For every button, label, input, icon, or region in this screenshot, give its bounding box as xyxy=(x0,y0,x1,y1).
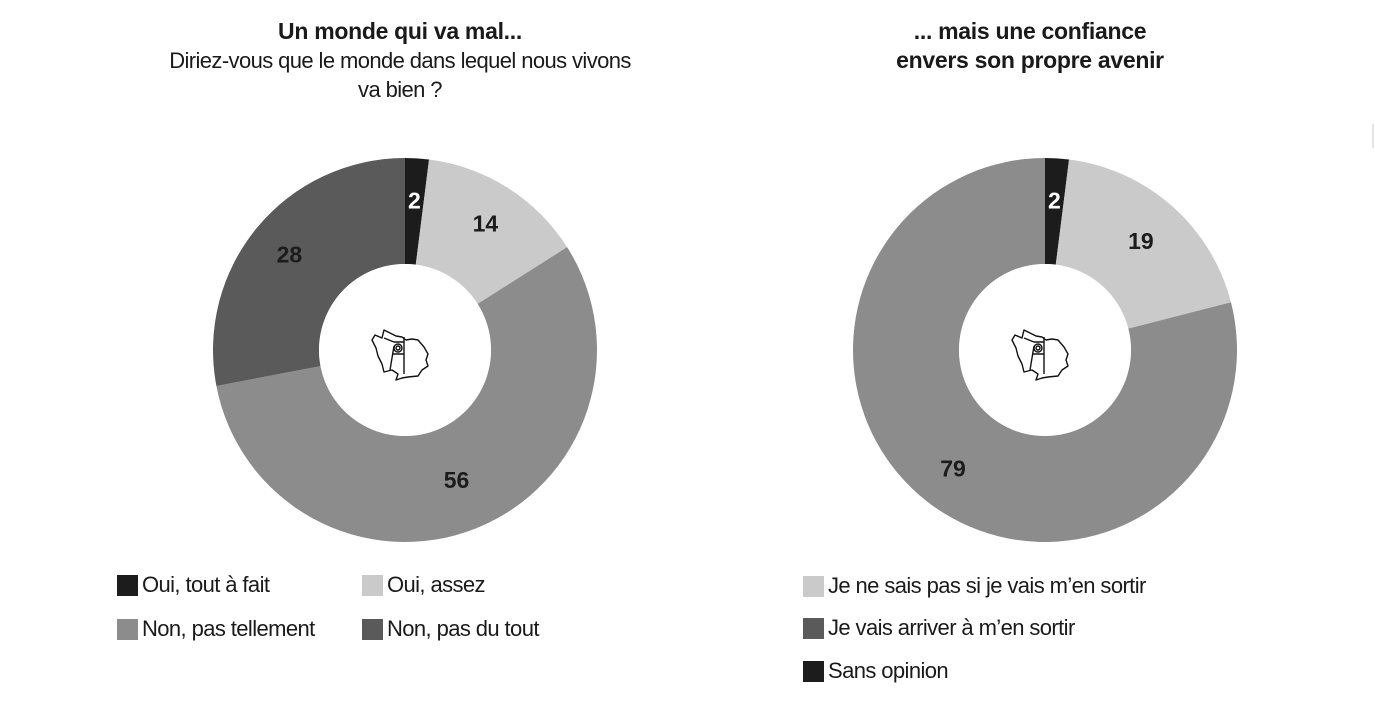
chart1-legend-item: Non, pas tellement xyxy=(117,616,315,642)
chart1-legend-item: Oui, assez xyxy=(362,572,486,598)
chart1-legend-item: Oui, tout à fait xyxy=(117,572,270,598)
slice-value-label: 2 xyxy=(1048,187,1061,213)
legend-swatch xyxy=(803,617,824,639)
slice-value-label: 19 xyxy=(1128,228,1154,254)
chart2-title-line1: ... mais une confiance xyxy=(913,18,1147,44)
chart2-legend-item: Je ne sais pas si je vais m’en sortir xyxy=(803,573,1146,599)
slice-value-label: 56 xyxy=(444,467,470,493)
ile-de-france-map-icon xyxy=(371,329,429,381)
chart1-legend-item: Non, pas du tout xyxy=(362,616,539,642)
legend-swatch xyxy=(117,574,138,596)
donut-slice xyxy=(415,159,568,304)
legend-label: Oui, assez xyxy=(387,572,486,597)
legend-label: Oui, tout à fait xyxy=(142,572,270,597)
chart2-legend-item: Sans opinion xyxy=(803,658,949,684)
donut-slice xyxy=(216,247,597,542)
chart1-title: Un monde qui va mal... xyxy=(278,18,522,44)
legend-label: Non, pas tellement xyxy=(142,616,315,641)
legend-swatch xyxy=(803,575,824,597)
legend-swatch xyxy=(117,618,138,640)
legend-swatch xyxy=(362,574,383,596)
donut-slice xyxy=(853,158,1237,542)
chart2-title-block: ... mais une confiance envers son propre… xyxy=(820,17,1240,75)
donut-slice xyxy=(1045,158,1070,265)
edge-divider xyxy=(1372,124,1374,148)
chart2-legend-item: Je vais arriver à m’en sortir xyxy=(803,615,1075,641)
donut-slice xyxy=(1055,159,1231,329)
donut-slice xyxy=(213,157,405,386)
legend-swatch xyxy=(362,618,383,640)
chart1-donut: 2 14 56 28 xyxy=(213,157,597,542)
legend-label: Je ne sais pas si je vais m’en sortir xyxy=(828,573,1146,598)
donut-hole xyxy=(959,264,1131,436)
chart2-donut: 2 19 79 xyxy=(853,158,1237,542)
slice-value-label: 28 xyxy=(277,241,303,267)
legend-swatch xyxy=(803,660,824,682)
chart1-title-block: Un monde qui va mal... Diriez-vous que l… xyxy=(110,17,690,104)
ile-de-france-map-icon xyxy=(1011,329,1069,381)
chart1-subtitle-line1: Diriez-vous que le monde dans lequel nou… xyxy=(169,48,631,73)
legend-label: Sans opinion xyxy=(828,658,949,683)
legend-label: Non, pas du tout xyxy=(387,616,539,641)
legend-label: Je vais arriver à m’en sortir xyxy=(828,615,1075,640)
donut-hole xyxy=(319,264,491,436)
donut-slice xyxy=(405,158,430,265)
chart1-subtitle-line2: va bien ? xyxy=(358,77,442,102)
slice-value-label: 79 xyxy=(940,456,966,482)
chart2-title-line2: envers son propre avenir xyxy=(896,47,1164,73)
slice-value-label: 2 xyxy=(408,187,421,213)
slice-value-label: 14 xyxy=(473,210,499,236)
